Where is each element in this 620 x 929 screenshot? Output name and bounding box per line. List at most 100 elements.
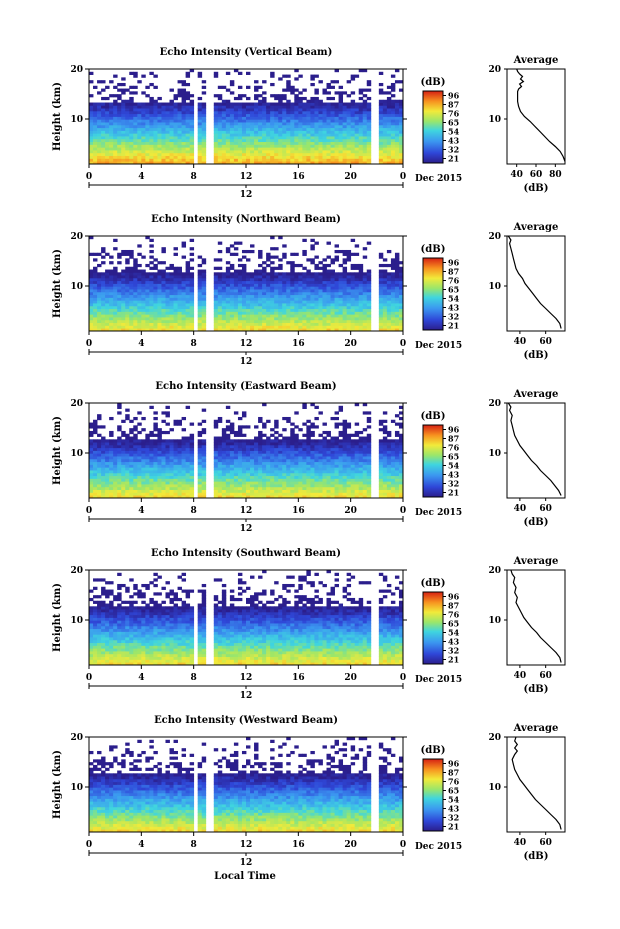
heatmap-cell (161, 280, 166, 284)
heatmap-cell (157, 303, 162, 307)
heatmap-cell (97, 136, 102, 140)
heatmap-cell (201, 119, 207, 123)
heatmap-cell (241, 322, 247, 326)
heatmap-cell (354, 158, 360, 162)
heatmap-cell (137, 442, 142, 446)
heatmap-cell (93, 430, 98, 435)
heatmap-cell (310, 305, 315, 310)
heatmap-cell (225, 141, 231, 145)
heatmap-cell (233, 433, 239, 437)
heatmap-cell (221, 478, 227, 482)
heatmap-cell (165, 297, 170, 301)
heatmap-cell (101, 155, 106, 159)
heatmap-cell (294, 436, 299, 440)
heatmap-cell (290, 289, 295, 293)
heatmap-cell (133, 110, 138, 115)
heatmap-cell (378, 124, 384, 129)
heatmap-cell (302, 136, 307, 140)
heatmap-cell (117, 328, 122, 332)
heatmap-cell (266, 255, 271, 259)
heatmap-cell (141, 317, 146, 321)
heatmap-cell (237, 113, 243, 117)
heatmap-cell (382, 325, 388, 329)
heatmap-cell (213, 436, 219, 440)
heatmap-cell (189, 258, 195, 262)
heatmap-cell (141, 269, 146, 273)
heatmap-cell (366, 122, 372, 126)
heatmap-cell (274, 130, 279, 134)
heatmap-cell (278, 102, 283, 106)
heatmap-cell (157, 319, 162, 324)
heatmap-cell (394, 119, 400, 123)
heatmap-cell (390, 88, 396, 92)
heatmap-cell (181, 91, 187, 95)
heatmap-cell (294, 252, 299, 256)
heatmap-cell (201, 138, 207, 143)
heatmap-cell (189, 308, 195, 312)
heatmap-cell (173, 444, 178, 449)
heatmap-cell (97, 155, 102, 159)
heatmap-cell (342, 305, 348, 310)
heatmap-cell (89, 486, 94, 491)
heatmap-cell (330, 108, 335, 112)
heatmap-cell (358, 152, 364, 157)
heatmap-cell (145, 275, 150, 279)
heatmap-cell (145, 94, 150, 98)
heatmap-cell (366, 141, 372, 145)
heatmap-cell (117, 308, 122, 312)
heatmap-cell (169, 303, 174, 307)
heatmap-cell (282, 113, 287, 117)
heatmap-cell (350, 322, 356, 326)
heatmap-cell (282, 475, 287, 479)
heatmap-cell (129, 138, 134, 143)
heatmap-cell (274, 314, 279, 318)
heatmap-cell (358, 325, 364, 329)
heatmap-cell (181, 241, 187, 245)
heatmap-cell (318, 124, 323, 129)
heatmap-cell (129, 119, 134, 123)
heatmap-cell (157, 433, 162, 437)
heatmap-cell (121, 110, 126, 115)
heatmap-cell (133, 456, 138, 460)
heatmap-cell (382, 269, 388, 273)
heatmap-cell (237, 433, 243, 437)
heatmap-cell (282, 138, 287, 143)
panel-2: Echo Intensity (Northward Beam)2010Heigh… (52, 214, 566, 367)
heatmap-cell (266, 294, 271, 298)
heatmap-cell (254, 319, 259, 324)
heatmap-cell (169, 294, 174, 298)
heatmap-cell (137, 314, 142, 318)
heatmap-cell (282, 467, 287, 471)
heatmap-cell (314, 108, 319, 112)
heatmap-cell (141, 428, 146, 432)
heatmap-cell (125, 110, 130, 115)
heatmap-cell (217, 116, 223, 120)
heatmap-cell (237, 467, 243, 471)
heatmap-cell (133, 105, 138, 109)
heatmap-cell (246, 461, 251, 465)
profile-frame (506, 235, 566, 332)
heatmap-cell (237, 71, 243, 75)
heatmap-cell (185, 110, 191, 115)
heatmap-cell (394, 158, 400, 162)
heatmap-cell (378, 319, 384, 324)
heatmap-cell (326, 91, 331, 95)
heatmap-cell (109, 303, 114, 307)
heatmap-cell (133, 322, 138, 326)
heatmap-cell (149, 130, 154, 134)
heatmap-cell (161, 249, 166, 254)
heatmap-cell (181, 255, 187, 259)
heatmap-cell (133, 458, 138, 463)
heatmap-cell (262, 475, 267, 479)
heatmap-cell (121, 444, 126, 449)
heatmap-cell (318, 158, 323, 162)
heatmap-cell (141, 161, 146, 165)
heatmap-cell (246, 456, 251, 460)
heatmap-cell (121, 486, 126, 491)
heatmap-cell (254, 308, 259, 312)
heatmap-cell (330, 122, 335, 126)
colorbar-tick-label: 43 (448, 136, 460, 146)
heatmap-cell (189, 122, 195, 126)
heatmap-cell (294, 272, 299, 276)
heatmap-cell (274, 303, 279, 307)
